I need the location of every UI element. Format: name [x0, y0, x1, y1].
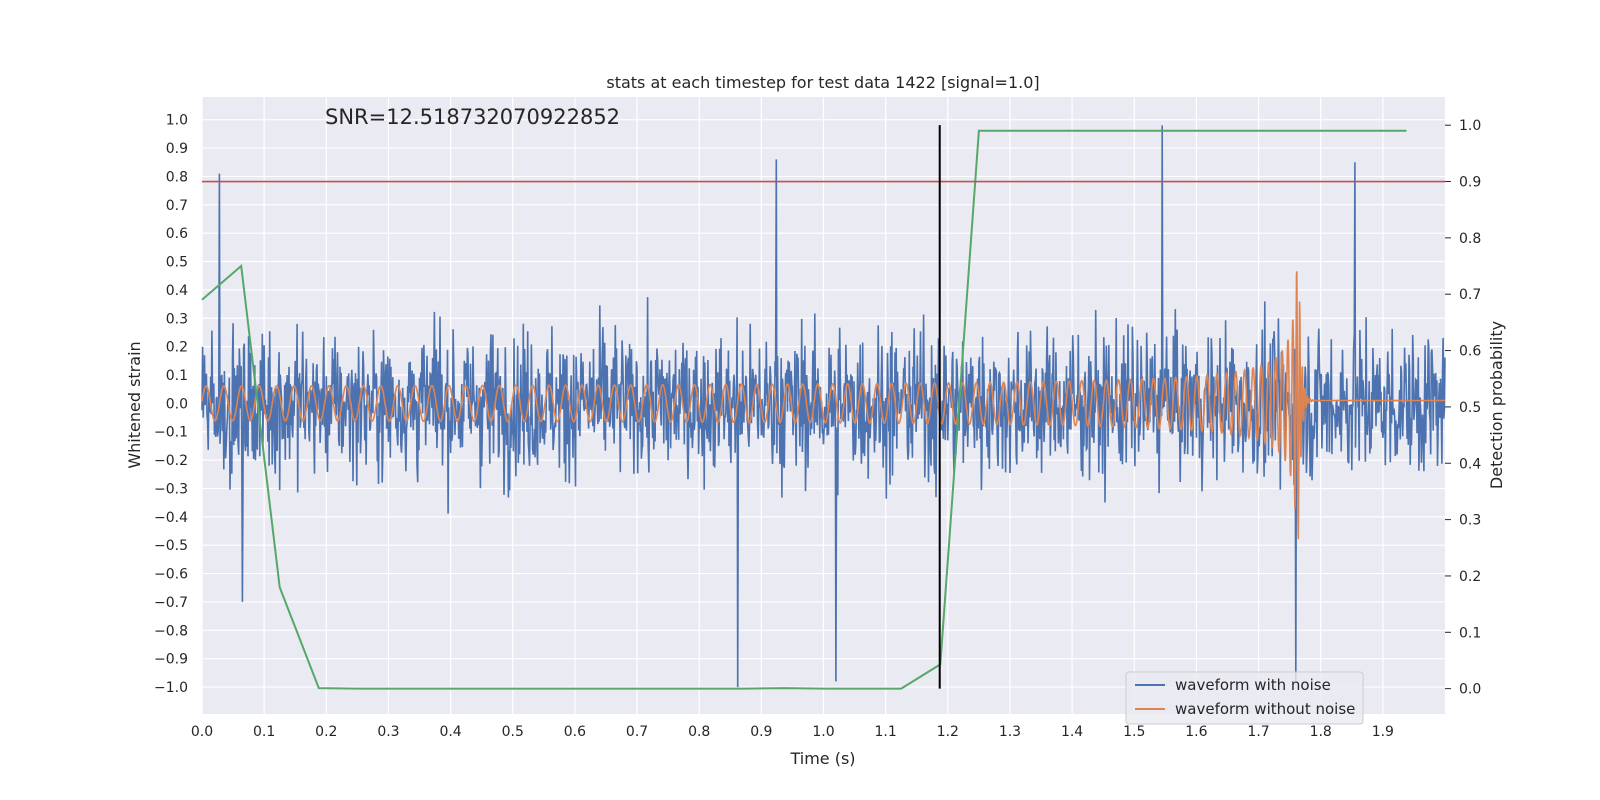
y2-tick-label: 0.9	[1459, 175, 1481, 191]
x-tick-label: 0.0	[191, 724, 213, 740]
y-tick-label: −0.5	[154, 538, 188, 554]
y-tick-label: 0.6	[166, 226, 188, 242]
detection-probability-line	[201, 129, 1407, 690]
x-tick-label: 0.1	[253, 724, 275, 740]
snr-annotation: SNR=12.518732070922852	[325, 105, 620, 129]
x-tick-label: 1.0	[812, 724, 834, 740]
x-tick-label: 1.9	[1372, 724, 1394, 740]
y-tick-label: 0.2	[166, 340, 188, 356]
y-tick-label: 0.9	[166, 141, 188, 157]
y-axis-ticks: 1.0 0.9 0.8 0.7 0.6 0.5 0.4 0.3 0.2 0.1 0.0 −0.1 −0.…	[154, 113, 188, 696]
x-tick-label: 1.7	[1247, 724, 1269, 740]
x-tick-label: 1.5	[1123, 724, 1145, 740]
y-tick-label: −1.0	[154, 680, 188, 696]
series-waveform-without-noise	[201, 271, 1445, 540]
x-tick-label: 0.7	[626, 724, 648, 740]
x-tick-label: 1.8	[1310, 724, 1332, 740]
y-tick-label: −0.6	[154, 567, 188, 583]
y-tick-label: −0.4	[154, 510, 188, 526]
y2-axis-label: Detection probability	[1487, 321, 1506, 489]
overlays	[202, 125, 1445, 689]
x-tick-label: 0.9	[750, 724, 772, 740]
x-tick-label: 0.8	[688, 724, 710, 740]
y-tick-label: 0.1	[166, 368, 188, 384]
x-tick-label: 0.6	[564, 724, 586, 740]
chart-title: stats at each timestep for test data 142…	[606, 73, 1039, 92]
x-axis-label: Time (s)	[789, 749, 855, 768]
y2-axis-ticks: 1.0 0.9 0.8 0.7 0.6 0.5 0.4 0.3 0.2 0.1 0.0	[1445, 118, 1481, 698]
y-tick-label: 0.5	[166, 255, 188, 271]
y-tick-label: −0.2	[154, 453, 188, 469]
x-axis-ticks: 0.0 0.1 0.2 0.3 0.4 0.5 0.6 0.7 0.8 0.9 1.0 1.1 1.2 1…	[191, 724, 1394, 740]
y2-tick-label: 0.4	[1459, 456, 1481, 472]
waveform-without-noise-line	[201, 271, 1445, 540]
y2-tick-label: 0.0	[1459, 682, 1481, 698]
waveform-with-noise-line	[201, 125, 1446, 688]
x-tick-label: 1.2	[937, 724, 959, 740]
x-tick-label: 1.4	[1061, 724, 1083, 740]
y-tick-label: 1.0	[166, 113, 188, 129]
x-tick-label: 1.1	[875, 724, 897, 740]
y-tick-label: 0.0	[166, 396, 188, 412]
y-tick-label: −0.1	[154, 425, 188, 441]
y2-tick-label: 0.7	[1459, 287, 1481, 303]
y-tick-label: 0.7	[166, 198, 188, 214]
series-waveform-with-noise	[201, 125, 1446, 688]
legend-label-noise: waveform with noise	[1175, 676, 1331, 694]
y-tick-label: 0.8	[166, 169, 188, 185]
y2-tick-label: 0.6	[1459, 344, 1481, 360]
legend: waveform with noise waveform without noi…	[1125, 671, 1364, 725]
legend-box	[1125, 671, 1364, 725]
y2-tick-label: 0.1	[1459, 625, 1481, 641]
x-tick-label: 0.3	[377, 724, 399, 740]
x-tick-label: 0.5	[502, 724, 524, 740]
y-tick-label: −0.8	[154, 623, 188, 639]
y-tick-label: −0.9	[154, 652, 188, 668]
y2-tick-label: 0.2	[1459, 569, 1481, 585]
x-tick-label: 1.6	[1185, 724, 1207, 740]
y-tick-label: 0.3	[166, 311, 188, 327]
y2-tick-label: 1.0	[1459, 118, 1481, 134]
y-axis-label: Whitened strain	[125, 341, 144, 468]
y-tick-label: 0.4	[166, 283, 188, 299]
series-detection-probability	[201, 129, 1407, 690]
x-tick-label: 1.3	[999, 724, 1021, 740]
y-tick-label: −0.7	[154, 595, 188, 611]
y2-tick-label: 0.5	[1459, 400, 1481, 416]
y-tick-label: −0.3	[154, 481, 188, 497]
x-tick-label: 0.4	[439, 724, 461, 740]
y2-tick-label: 0.3	[1459, 513, 1481, 529]
y2-tick-label: 0.8	[1459, 231, 1481, 247]
x-tick-label: 0.2	[315, 724, 337, 740]
legend-label-clean: waveform without noise	[1175, 700, 1355, 718]
